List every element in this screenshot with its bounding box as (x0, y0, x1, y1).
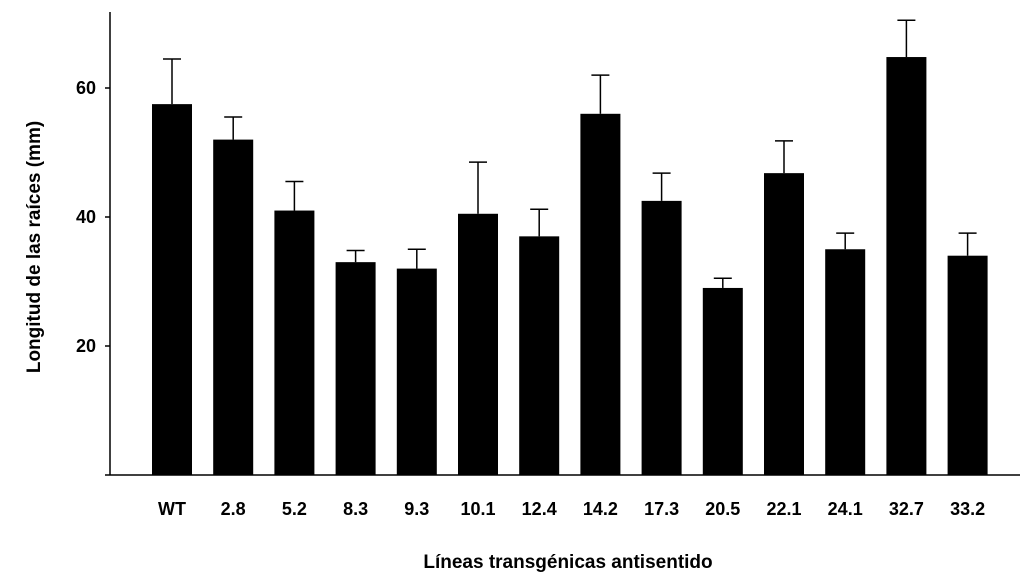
x-tick-label-24.1: 24.1 (828, 499, 863, 519)
y-ticks: 20 40 60 (76, 78, 110, 476)
bar-9.3 (396, 268, 437, 475)
bar-12.4 (519, 236, 560, 475)
x-tick-label-2.8: 2.8 (221, 499, 246, 519)
bar-14.2 (580, 113, 621, 476)
x-tick-label-14.2: 14.2 (583, 499, 618, 519)
x-tick-label-12.4: 12.4 (522, 499, 557, 519)
bar-24.1 (825, 249, 866, 475)
x-tick-label-5.2: 5.2 (282, 499, 307, 519)
x-tick-label-8.3: 8.3 (343, 499, 368, 519)
bar-17.3 (641, 200, 682, 475)
bars (152, 19, 988, 476)
bar-33.2 (947, 255, 988, 475)
x-tick-label-WT: WT (158, 499, 186, 519)
bar-20.5 (702, 287, 743, 475)
bar-8.3 (335, 262, 376, 475)
x-tick-label-22.1: 22.1 (766, 499, 801, 519)
bar-32.7 (886, 57, 927, 475)
x-tick-label-10.1: 10.1 (460, 499, 495, 519)
x-axis-title: Líneas transgénicas antisentido (423, 552, 712, 573)
bar-22.1 (764, 173, 804, 475)
y-axis-title: Longitud de las raíces (mm) (24, 121, 45, 373)
x-tick-labels: WT 2.8 5.2 8.3 9.3 10.1 12.4 14.2 17.3 20.5 22.1 24… (158, 499, 985, 519)
bar-10.1 (458, 213, 498, 475)
x-tick-label-9.3: 9.3 (404, 499, 429, 519)
x-tick-label-20.5: 20.5 (705, 499, 740, 519)
bar-WT (152, 104, 192, 475)
y-tick-label-60: 60 (76, 78, 96, 98)
y-tick-label-40: 40 (76, 207, 96, 227)
x-tick-label-17.3: 17.3 (644, 499, 679, 519)
bar-5.2 (274, 210, 315, 476)
bar-2.8 (213, 139, 254, 475)
x-tick-label-32.7: 32.7 (889, 499, 924, 519)
x-tick-label-33.2: 33.2 (950, 499, 985, 519)
y-tick-label-20: 20 (76, 336, 96, 356)
